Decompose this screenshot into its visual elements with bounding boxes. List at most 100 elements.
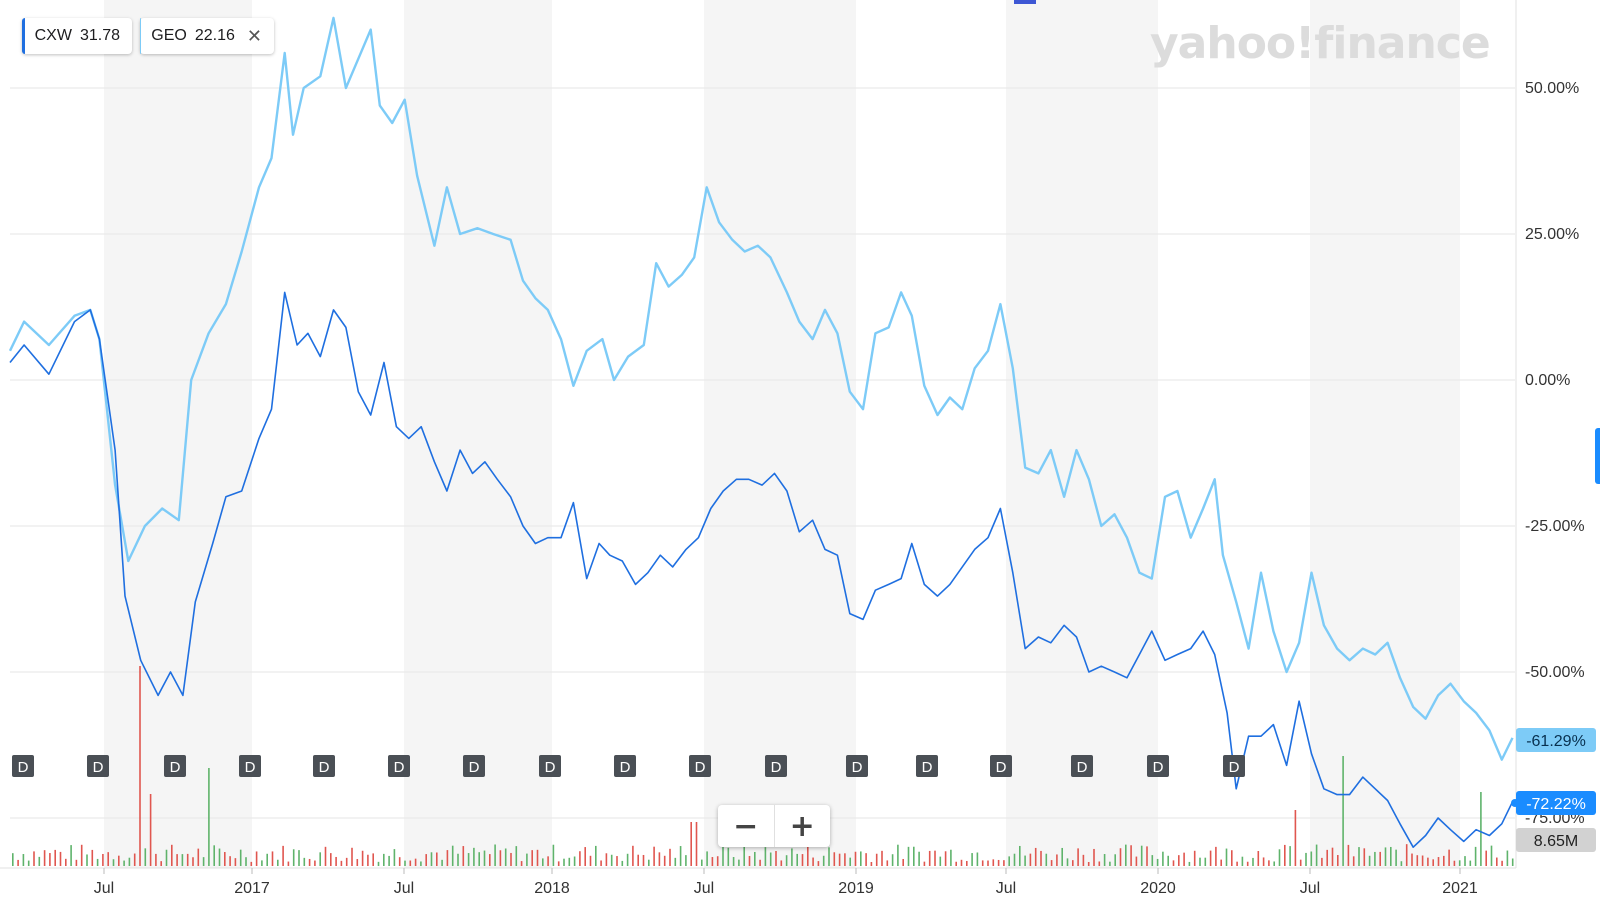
dividend-marker-label: D [996,759,1007,776]
volume-bar [1326,849,1328,866]
volume-bar [123,860,125,866]
volume-bar [865,853,867,866]
volume-bar [1093,848,1095,866]
volume-bar [1199,857,1201,866]
volume-bar [59,851,62,866]
volume-bar [27,860,30,866]
volume-bar [112,859,115,866]
dividend-marker[interactable]: D [1071,755,1093,777]
volume-bar [367,854,369,866]
volume-bar [1411,853,1413,866]
dividend-marker[interactable]: D [1223,755,1245,777]
volume-bar [451,845,454,866]
range-handle-right[interactable] [1595,428,1600,484]
volume-bar [685,855,687,866]
close-icon[interactable]: ✕ [246,25,262,46]
volume-bar [584,847,586,866]
x-tick-label: 2019 [838,880,874,897]
volume-bar [54,849,56,866]
dividend-marker[interactable]: D [916,755,938,777]
legend-symbol: GEO [151,27,187,44]
dividend-marker-box [1147,755,1169,777]
volume-bar [849,857,851,866]
volume-bar [595,845,597,866]
volume-bar [43,850,46,866]
volume-bar [759,859,761,866]
volume-bar [913,846,915,866]
volume-bar [637,854,639,866]
dividend-marker[interactable]: D [313,755,335,777]
volume-bar [208,768,210,866]
x-tick-label: 2021 [1442,880,1478,897]
dividend-marker[interactable]: D [689,755,711,777]
dividend-marker[interactable]: D [239,755,261,777]
volume-bar [918,851,920,866]
volume-bar [1278,849,1281,866]
volume-bar [1257,851,1260,866]
dividend-marker[interactable]: D [765,755,787,777]
volume-bar [1193,850,1196,866]
volume-bar [277,859,279,866]
zoom-in-button[interactable]: + [789,808,815,844]
volume-bar [224,852,226,866]
volume-bar [186,853,189,866]
dividend-marker[interactable]: D [990,755,1012,777]
volume-bar [1241,856,1244,866]
legend-item-cxw[interactable]: CXW 31.78 [22,18,132,54]
shaded-band [104,0,252,868]
volume-bar [1024,855,1026,866]
dividend-marker-box [689,755,711,777]
volume-bar [1262,857,1265,866]
volume-bar [38,856,41,866]
dividend-marker-box [765,755,787,777]
legend-item-geo[interactable]: GEO 22.16 ✕ [140,18,274,54]
volume-bar [1315,844,1318,866]
volume-bar [1374,851,1376,866]
dividend-marker[interactable]: D [388,755,410,777]
shaded-band [704,0,856,868]
volume-bar [1458,860,1461,866]
period-shading [104,0,1460,868]
volume-bar [49,853,51,866]
zoom-out-button[interactable]: − [718,805,775,847]
volume-bar [409,860,412,866]
dividend-marker[interactable]: D [846,755,868,777]
volume-bar [785,855,788,866]
dividend-marker-box [614,755,636,777]
badge-volume: 8.65M [1516,828,1596,852]
volume-bar [1273,861,1275,866]
dividend-marker-box [846,755,868,777]
volume-bar [557,861,560,866]
volume-bar [1077,848,1079,866]
volume-bar [351,847,353,866]
dividend-marker[interactable]: D [164,755,186,777]
volume-bar [1156,858,1159,866]
volume-bar [1299,859,1302,866]
legend-symbol: CXW [34,27,72,44]
volume-bar [971,853,973,866]
volume-bar [1140,845,1143,866]
dividend-marker[interactable]: D [463,755,485,777]
dividend-marker[interactable]: D [539,755,561,777]
dividend-marker[interactable]: D [1147,755,1169,777]
volume-bar [457,853,459,866]
volume-bar [144,848,147,866]
volume-bar [1050,860,1053,866]
last-value-badges: -61.29% -72.22% 8.65M [1511,728,1596,852]
dividend-marker[interactable]: D [87,755,109,777]
volume-bar [722,845,724,866]
volume-bar [960,859,963,866]
volume-bar [1146,846,1148,866]
volume-bar [1045,853,1048,866]
volume-bar [1204,857,1207,866]
volume-bar [621,860,624,866]
volume-bar [1427,857,1429,866]
volume-bar [1098,861,1101,866]
range-handle-top[interactable] [1014,0,1036,4]
volume-bar [568,857,571,866]
dividend-marker-label: D [1229,759,1240,776]
volume-bar [245,857,247,866]
dividend-marker[interactable]: D [614,755,636,777]
dividend-marker[interactable]: D [12,755,34,777]
